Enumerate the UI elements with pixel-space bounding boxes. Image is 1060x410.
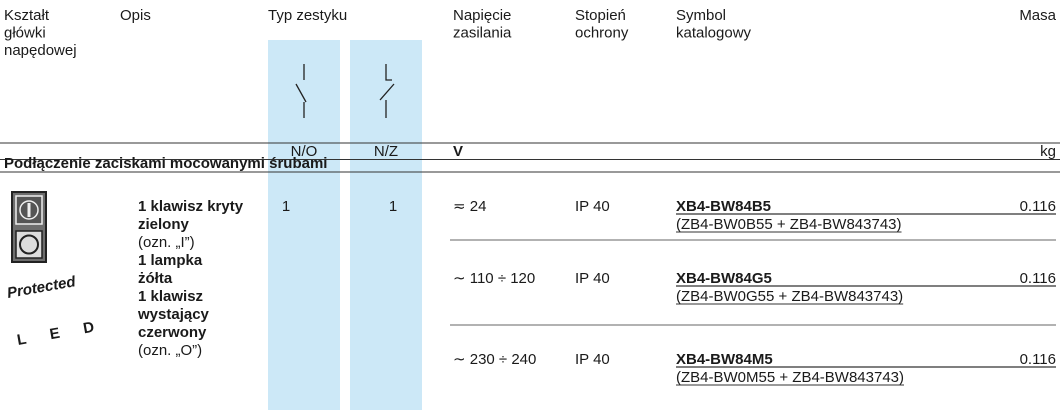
description-line: 1 klawisz kryty [138, 198, 244, 215]
description-line: (ozn. „O”) [138, 342, 202, 359]
protection: IP 40 [575, 270, 610, 287]
header-text: zasilania [453, 25, 512, 42]
mass: 0.116 [1020, 351, 1056, 368]
description-line: 1 klawisz [138, 288, 203, 305]
catalog-symbol: XB4-BW84M5 [676, 351, 773, 368]
unit: N/O [291, 143, 318, 160]
nz-column-bg [350, 40, 422, 410]
catalog-symbol: XB4-BW84G5 [676, 270, 772, 287]
components: (ZB4-BW0B55 + ZB4-BW843743) [676, 216, 902, 233]
components: (ZB4-BW0G55 + ZB4-BW843743) [676, 288, 903, 305]
protection: IP 40 [575, 351, 610, 368]
header-text: ochrony [575, 25, 629, 42]
section-heading: Podłączenie zaciskami mocowanymi śrubami [4, 155, 327, 172]
description-line: żółta [138, 270, 173, 287]
description-line: 1 lampka [138, 252, 203, 269]
description-line: czerwony [138, 324, 207, 341]
logo-top: Protected [6, 273, 78, 302]
header-text: Symbol [676, 7, 726, 24]
description-line: (ozn. „I”) [138, 234, 195, 251]
mass: 0.116 [1020, 270, 1056, 287]
catalog-symbol: XB4-BW84B5 [676, 198, 771, 215]
contact-count: 1 [389, 198, 397, 215]
unit: N/Z [374, 143, 398, 160]
voltage: ∼ 230 ÷ 240 [453, 351, 536, 368]
voltage: ∼ 110 ÷ 120 [453, 270, 535, 287]
header-text: główki [4, 25, 46, 42]
header-text: Typ zestyku [268, 7, 347, 24]
header-text: Kształt [4, 7, 50, 24]
header-text: napędowej [4, 42, 77, 59]
contact-count: 1 [282, 198, 290, 215]
unit: V [453, 143, 463, 160]
protection: IP 40 [575, 198, 610, 215]
header-text: Stopień [575, 7, 626, 24]
voltage: ≂ 24 [453, 198, 486, 215]
pushbutton-icon [11, 191, 47, 263]
components: (ZB4-BW0M55 + ZB4-BW843743) [676, 369, 904, 386]
unit: kg [1040, 143, 1056, 160]
description-line: wystający [137, 306, 210, 323]
header-text: Masa [1019, 7, 1056, 24]
mass: 0.116 [1020, 198, 1056, 215]
header-text: Opis [120, 7, 151, 24]
header-text: Napięcie [453, 7, 511, 24]
description-line: zielony [138, 216, 190, 233]
no-column-bg [268, 40, 340, 410]
contact-symbols [295, 64, 395, 118]
header-text: katalogowy [676, 25, 752, 42]
logo-main: LED [16, 319, 96, 349]
